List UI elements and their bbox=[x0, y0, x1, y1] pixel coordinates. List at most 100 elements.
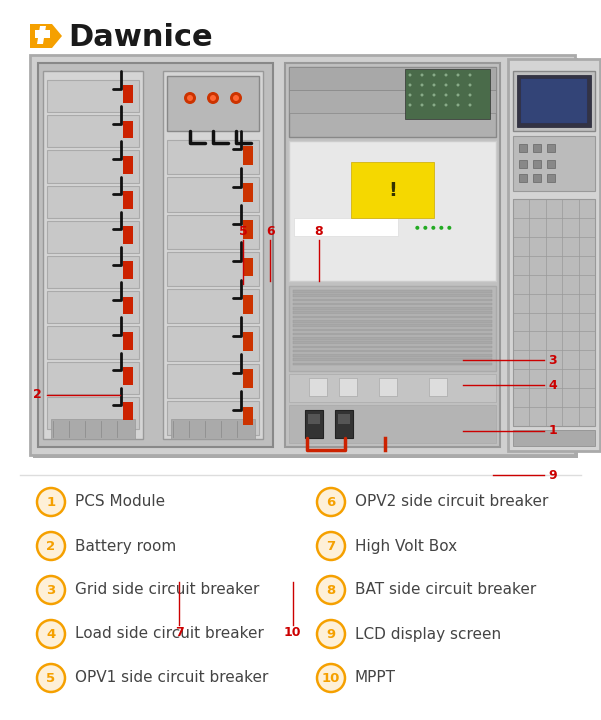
Circle shape bbox=[433, 94, 436, 96]
Circle shape bbox=[445, 73, 448, 76]
Text: 3: 3 bbox=[46, 583, 56, 596]
Text: MPPT: MPPT bbox=[355, 670, 396, 685]
Circle shape bbox=[423, 226, 427, 230]
Text: PCS Module: PCS Module bbox=[75, 495, 165, 510]
Text: Load side circuit breaker: Load side circuit breaker bbox=[75, 626, 264, 642]
Bar bbox=[47, 80, 139, 112]
Bar bbox=[335, 410, 353, 438]
Text: 3: 3 bbox=[549, 354, 557, 366]
Bar bbox=[167, 326, 259, 361]
Text: 4: 4 bbox=[46, 628, 56, 641]
Bar bbox=[289, 141, 496, 281]
Circle shape bbox=[207, 92, 219, 104]
Circle shape bbox=[433, 73, 436, 76]
Text: 10: 10 bbox=[284, 626, 302, 639]
Bar bbox=[167, 252, 259, 286]
Bar bbox=[243, 369, 253, 388]
Circle shape bbox=[421, 94, 424, 96]
Bar bbox=[167, 76, 259, 131]
Circle shape bbox=[317, 620, 345, 648]
Bar bbox=[293, 307, 492, 310]
Text: Grid side circuit breaker: Grid side circuit breaker bbox=[75, 582, 260, 598]
Bar bbox=[293, 324, 492, 327]
Circle shape bbox=[37, 664, 65, 692]
Bar bbox=[379, 378, 397, 396]
Bar bbox=[123, 121, 133, 138]
Bar bbox=[429, 378, 447, 396]
Circle shape bbox=[230, 92, 242, 104]
Bar bbox=[309, 378, 327, 396]
Circle shape bbox=[317, 664, 345, 692]
Bar bbox=[123, 261, 133, 279]
Bar bbox=[508, 59, 600, 451]
Bar bbox=[171, 419, 255, 439]
Text: 6: 6 bbox=[326, 495, 335, 508]
Bar bbox=[293, 290, 492, 292]
Circle shape bbox=[317, 532, 345, 560]
Bar bbox=[293, 315, 492, 318]
Circle shape bbox=[37, 620, 65, 648]
Bar bbox=[547, 144, 555, 152]
Bar bbox=[167, 215, 259, 248]
Bar bbox=[51, 419, 135, 439]
Bar bbox=[351, 162, 434, 218]
Text: 6: 6 bbox=[266, 225, 275, 238]
Circle shape bbox=[439, 226, 444, 230]
Bar bbox=[167, 140, 259, 174]
Circle shape bbox=[233, 95, 239, 101]
Bar bbox=[293, 354, 492, 356]
Circle shape bbox=[457, 104, 460, 107]
Bar bbox=[405, 69, 490, 119]
Circle shape bbox=[184, 92, 196, 104]
Circle shape bbox=[469, 73, 472, 76]
Circle shape bbox=[415, 226, 419, 230]
Circle shape bbox=[409, 73, 412, 76]
Text: 1: 1 bbox=[549, 424, 557, 437]
Bar bbox=[513, 199, 595, 426]
Circle shape bbox=[469, 104, 472, 107]
Bar bbox=[533, 144, 541, 152]
Bar bbox=[293, 299, 492, 301]
Text: High Volt Box: High Volt Box bbox=[355, 539, 457, 554]
Bar bbox=[163, 71, 263, 439]
Bar bbox=[123, 86, 133, 103]
Bar bbox=[519, 144, 527, 152]
Bar bbox=[519, 174, 527, 182]
Bar bbox=[243, 332, 253, 351]
Bar bbox=[521, 79, 587, 123]
Circle shape bbox=[457, 94, 460, 96]
Bar bbox=[293, 341, 492, 344]
Text: LCD display screen: LCD display screen bbox=[355, 626, 501, 642]
Polygon shape bbox=[37, 26, 46, 44]
Text: 9: 9 bbox=[549, 469, 557, 482]
Bar bbox=[243, 407, 253, 426]
Bar bbox=[289, 67, 496, 137]
Bar bbox=[43, 71, 143, 439]
Bar bbox=[513, 71, 595, 131]
Bar bbox=[305, 410, 323, 438]
Polygon shape bbox=[35, 30, 50, 38]
Circle shape bbox=[433, 104, 436, 107]
Text: 5: 5 bbox=[46, 672, 55, 685]
Bar bbox=[123, 191, 133, 209]
Circle shape bbox=[409, 104, 412, 107]
Bar bbox=[533, 174, 541, 182]
Circle shape bbox=[445, 84, 448, 86]
Bar bbox=[30, 55, 575, 455]
Bar bbox=[47, 361, 139, 394]
Circle shape bbox=[421, 104, 424, 107]
Text: 4: 4 bbox=[549, 379, 557, 392]
Text: 8: 8 bbox=[326, 583, 335, 596]
Bar bbox=[47, 221, 139, 253]
Bar bbox=[519, 160, 527, 168]
Text: 10: 10 bbox=[322, 672, 340, 685]
Bar bbox=[293, 320, 492, 323]
Circle shape bbox=[469, 84, 472, 86]
Circle shape bbox=[37, 576, 65, 604]
Bar bbox=[47, 256, 139, 288]
Circle shape bbox=[37, 488, 65, 516]
Circle shape bbox=[433, 84, 436, 86]
Text: 5: 5 bbox=[239, 225, 248, 238]
Bar bbox=[243, 295, 253, 314]
Bar bbox=[293, 363, 492, 365]
